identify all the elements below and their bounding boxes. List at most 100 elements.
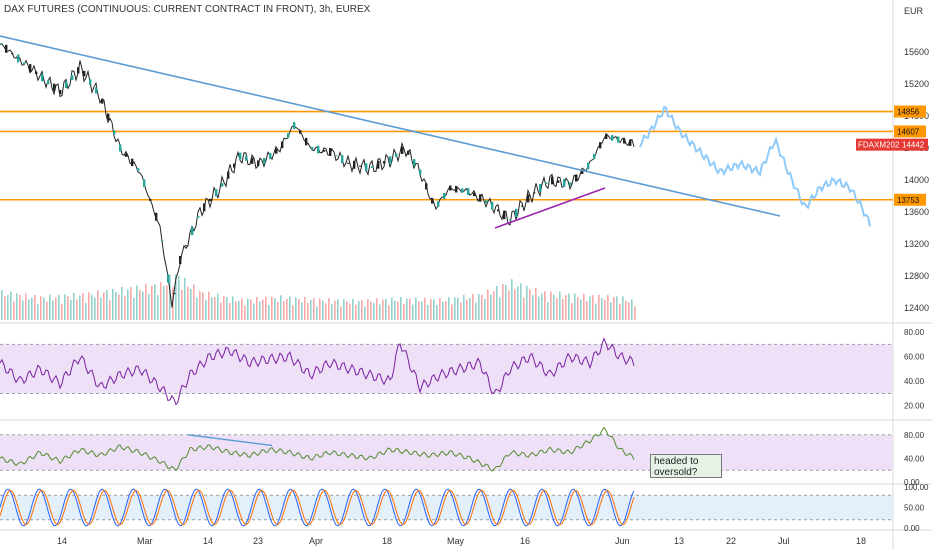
x-axis-tick-label: Mar — [137, 536, 153, 546]
volume-bar — [472, 294, 474, 320]
volume-bar — [22, 300, 24, 320]
volume-bar — [547, 302, 549, 320]
volume-bar — [4, 296, 6, 320]
price-candle — [65, 81, 68, 89]
level-price-tag — [894, 193, 926, 206]
level-price-tag — [894, 105, 926, 118]
volume-bar — [607, 294, 609, 320]
volume-bar — [259, 301, 261, 320]
volume-bar — [301, 302, 303, 320]
price-candle — [263, 158, 266, 164]
annotation-note[interactable]: headed to oversold? — [650, 454, 722, 478]
price-candle — [623, 138, 626, 144]
volume-bar — [346, 301, 348, 320]
price-candle — [149, 199, 152, 201]
price-candle — [317, 145, 320, 154]
price-candle — [137, 168, 140, 171]
oscillator-line — [0, 426, 635, 472]
volume-bar — [601, 298, 603, 320]
volume-bar — [265, 296, 267, 320]
x-axis-tick-label: May — [447, 536, 465, 546]
price-candle — [299, 130, 302, 134]
price-candle — [341, 155, 344, 164]
price-candle — [335, 155, 338, 157]
price-candle — [191, 227, 194, 236]
price-candle — [119, 144, 122, 152]
price-candle — [329, 148, 332, 156]
stochastic-tick-label: 0.00 — [904, 524, 920, 533]
volume-bar — [592, 295, 594, 320]
level-price-label: 14607 — [897, 127, 920, 136]
volume-bar — [64, 294, 66, 320]
price-candle — [527, 194, 530, 203]
volume-bar — [616, 296, 618, 320]
price-candle — [257, 160, 260, 166]
price-candle — [365, 163, 368, 172]
volume-bar — [205, 299, 207, 320]
volume-bar — [397, 301, 399, 320]
volume-bar — [109, 300, 111, 320]
level-price-label: 13753 — [897, 196, 920, 205]
price-candle — [29, 64, 32, 72]
volume-bar — [10, 291, 12, 320]
volume-bar — [382, 299, 384, 320]
volume-bar — [466, 299, 468, 320]
price-candle — [293, 122, 296, 130]
stochastic-d-line — [0, 489, 635, 526]
price-candle — [281, 141, 284, 149]
volume-bar — [187, 286, 189, 320]
rsi-tick-label: 60.00 — [904, 353, 925, 362]
price-candle — [467, 188, 470, 196]
volume-bar — [208, 291, 210, 320]
volume-bar — [493, 291, 495, 320]
volume-bar — [262, 299, 264, 320]
price-candle — [359, 165, 362, 167]
volume-bar — [229, 302, 231, 320]
volume-bar — [373, 302, 375, 320]
price-candle — [227, 171, 230, 179]
price-candle — [161, 240, 164, 242]
price-candle — [203, 203, 206, 212]
volume-bar — [16, 293, 18, 320]
price-candle — [89, 79, 92, 85]
volume-bar — [199, 291, 201, 320]
volume-bar — [535, 287, 537, 320]
volume-bar — [103, 292, 105, 320]
volume-bar — [142, 291, 144, 320]
volume-bar — [124, 295, 126, 320]
volume-bar — [499, 297, 501, 320]
volume-bar — [283, 301, 285, 320]
volume-bar — [532, 295, 534, 320]
volume-bar — [391, 297, 393, 320]
trendline — [0, 35, 781, 217]
price-candle — [131, 158, 134, 167]
price-candle — [209, 198, 212, 202]
volume-bar — [511, 279, 513, 320]
price-candle — [461, 188, 464, 193]
volume-bar — [82, 293, 84, 320]
price-candle — [305, 137, 308, 146]
x-axis-tick-label: Jun — [615, 536, 630, 546]
price-candle — [101, 98, 104, 104]
volume-bar — [244, 305, 246, 320]
price-candle — [323, 149, 326, 152]
volume-bar — [526, 285, 528, 320]
volume-bar — [508, 290, 510, 320]
volume-bar — [538, 296, 540, 320]
price-candle — [269, 152, 272, 160]
volume-bar — [226, 297, 228, 320]
volume-bar — [340, 306, 342, 320]
volume-bar — [196, 297, 198, 320]
volume-bar — [298, 299, 300, 320]
volume-bar — [427, 304, 429, 320]
volume-bar — [553, 294, 555, 320]
price-candle — [599, 142, 602, 149]
volume-bar — [571, 303, 573, 320]
volume-bar — [151, 285, 153, 320]
volume-bar — [61, 303, 63, 320]
volume-bar — [370, 301, 372, 320]
volume-bar — [322, 300, 324, 320]
price-candle — [0, 44, 2, 45]
volume-bar — [88, 292, 90, 320]
